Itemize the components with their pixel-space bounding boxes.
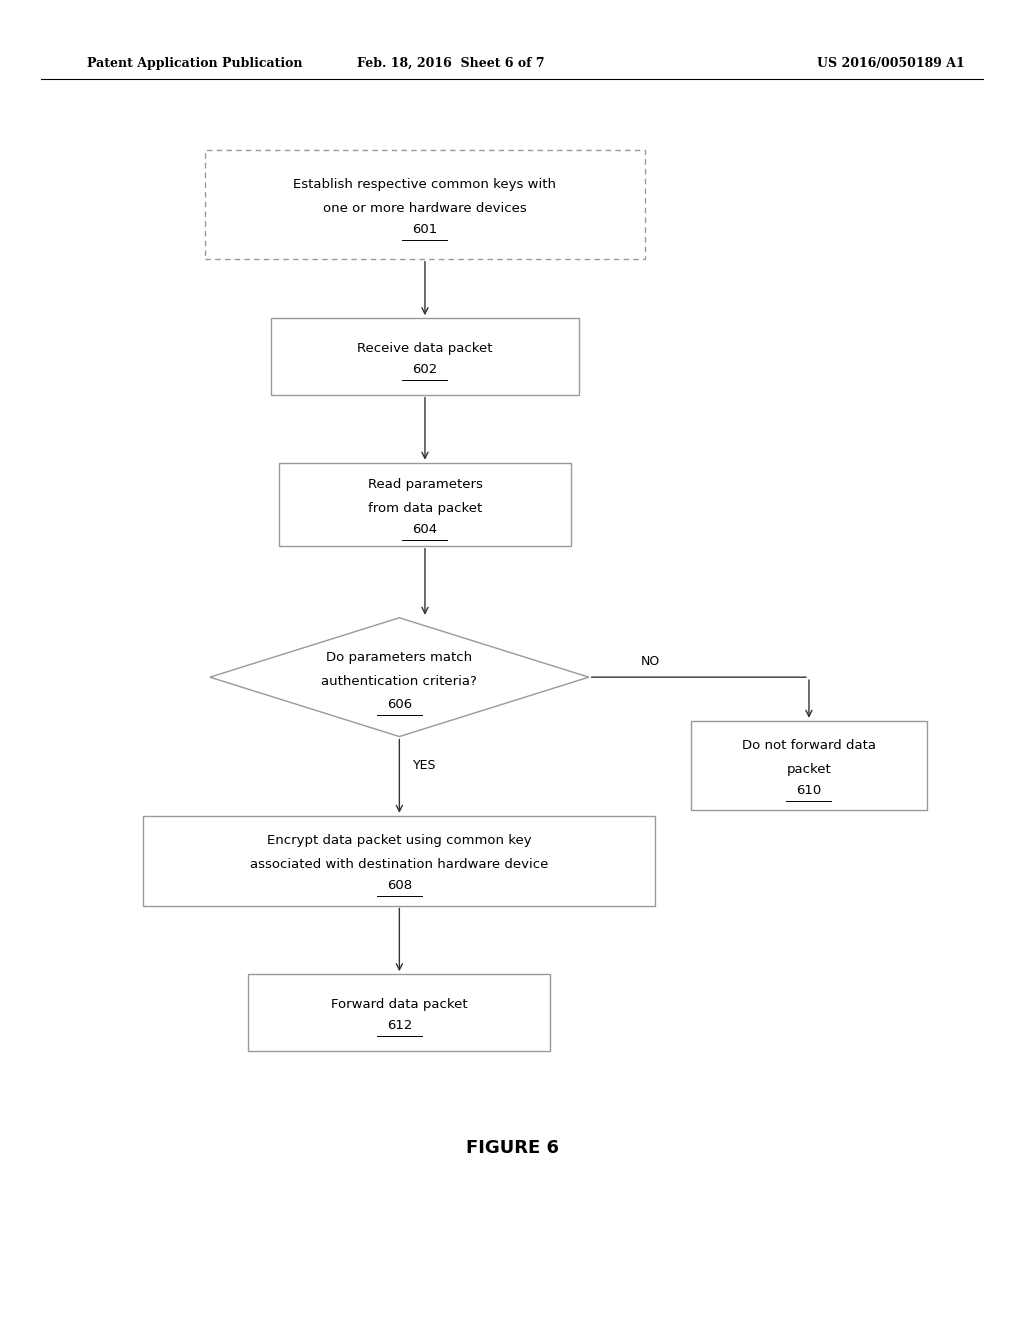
Text: 602: 602 bbox=[413, 363, 437, 376]
Text: 604: 604 bbox=[413, 523, 437, 536]
Text: authentication criteria?: authentication criteria? bbox=[322, 675, 477, 688]
Text: YES: YES bbox=[414, 759, 436, 772]
Bar bbox=[279, 462, 570, 546]
Text: FIGURE 6: FIGURE 6 bbox=[466, 1139, 558, 1158]
Text: from data packet: from data packet bbox=[368, 502, 482, 515]
Text: US 2016/0050189 A1: US 2016/0050189 A1 bbox=[817, 57, 965, 70]
Polygon shape bbox=[210, 618, 589, 737]
Text: Feb. 18, 2016  Sheet 6 of 7: Feb. 18, 2016 Sheet 6 of 7 bbox=[356, 57, 545, 70]
Text: Establish respective common keys with: Establish respective common keys with bbox=[294, 178, 556, 191]
Text: Do not forward data: Do not forward data bbox=[742, 739, 876, 752]
Text: 608: 608 bbox=[387, 879, 412, 892]
Text: 612: 612 bbox=[387, 1019, 412, 1032]
Text: 606: 606 bbox=[387, 698, 412, 711]
Bar bbox=[271, 318, 579, 395]
Text: 601: 601 bbox=[413, 223, 437, 236]
Text: one or more hardware devices: one or more hardware devices bbox=[324, 202, 526, 215]
Text: associated with destination hardware device: associated with destination hardware dev… bbox=[250, 858, 549, 871]
Text: Do parameters match: Do parameters match bbox=[327, 651, 472, 664]
Bar bbox=[205, 150, 645, 259]
Text: Patent Application Publication: Patent Application Publication bbox=[87, 57, 302, 70]
Bar bbox=[143, 816, 655, 906]
Text: Forward data packet: Forward data packet bbox=[331, 998, 468, 1011]
Text: Read parameters: Read parameters bbox=[368, 478, 482, 491]
Text: NO: NO bbox=[641, 655, 659, 668]
Text: 610: 610 bbox=[797, 784, 821, 797]
Bar bbox=[249, 974, 551, 1051]
Text: packet: packet bbox=[786, 763, 831, 776]
Text: Receive data packet: Receive data packet bbox=[357, 342, 493, 355]
Bar bbox=[691, 721, 927, 810]
Text: Encrypt data packet using common key: Encrypt data packet using common key bbox=[267, 834, 531, 847]
